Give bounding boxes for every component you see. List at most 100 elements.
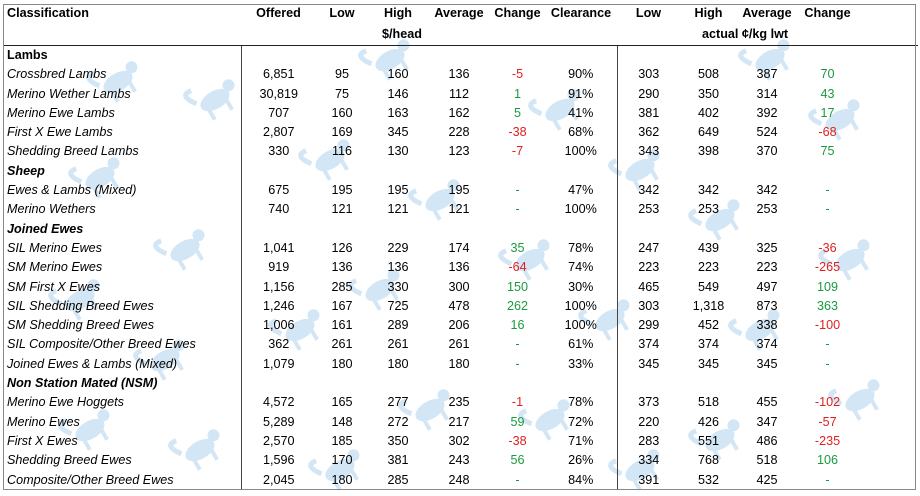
cell-avg: 217 bbox=[448, 414, 470, 429]
cell-low: 169 bbox=[331, 125, 353, 140]
sheep-logo-icon bbox=[688, 199, 740, 241]
sheep-logo-icon bbox=[818, 239, 870, 281]
cell-change2: 70 bbox=[820, 67, 835, 82]
cell-avg2: 455 bbox=[756, 395, 778, 410]
cell-offered: 1,246 bbox=[240, 296, 316, 317]
sheep-logo-icon bbox=[58, 409, 110, 451]
row-classification: Crossbred Lambs bbox=[7, 67, 107, 82]
cell-avg: 243 bbox=[448, 453, 470, 468]
cell-low: 195 bbox=[331, 183, 353, 198]
cell-avg2: 873 bbox=[756, 298, 778, 313]
cell-change2: -235 bbox=[814, 433, 841, 448]
row-classification: Shedding Breed Lambs bbox=[7, 144, 139, 159]
cell-change2: -57 bbox=[818, 414, 837, 429]
cell-avg: 121 bbox=[448, 202, 470, 217]
cell-avg: 195 bbox=[448, 183, 470, 198]
table-row: SM Shedding Breed Ewes 1,006 161 289 206 16 10… bbox=[3, 316, 918, 336]
section-row: Non Station Mated (NSM) bbox=[3, 374, 918, 394]
cell-high: 160 bbox=[387, 67, 409, 82]
cell-low2: 343 bbox=[616, 142, 680, 162]
cell-low: 116 bbox=[331, 144, 353, 159]
cell-avg2: 374 bbox=[756, 337, 778, 352]
cell-change2: 17 bbox=[820, 105, 835, 120]
cell-low2: 391 bbox=[616, 470, 680, 490]
sheep-logo-icon bbox=[518, 399, 570, 441]
cell-avg: 261 bbox=[448, 337, 470, 352]
cell-offered: 30,819 bbox=[240, 84, 316, 104]
cell-high2: 452 bbox=[697, 318, 719, 333]
table-row: Merino Wether Lambs 30,819 75 146 112 1 91% 290… bbox=[3, 84, 918, 104]
cell-high2: 345 bbox=[697, 356, 719, 371]
cell-offered: 4,572 bbox=[240, 393, 316, 413]
cell-low: 126 bbox=[331, 240, 353, 255]
cell-low: 95 bbox=[334, 67, 349, 82]
sheep-logo-icon bbox=[398, 389, 450, 431]
cell-avg2: 338 bbox=[756, 318, 778, 333]
cell-avg2: 518 bbox=[756, 453, 778, 468]
sheep-logo-icon bbox=[498, 239, 550, 281]
cell-low2: 290 bbox=[616, 84, 680, 104]
cell-change: 262 bbox=[506, 298, 528, 313]
cell-high: 330 bbox=[387, 279, 409, 294]
cell-avg2: 314 bbox=[756, 86, 778, 101]
cell-high2: 1,318 bbox=[692, 298, 725, 313]
row-classification: Merino Ewe Hoggets bbox=[7, 395, 124, 410]
cell-change2: -68 bbox=[818, 125, 837, 140]
cell-change2: - bbox=[825, 202, 830, 217]
sheep-logo-icon bbox=[688, 419, 740, 461]
cell-change: -1 bbox=[511, 395, 524, 410]
sheep-logo-icon bbox=[183, 79, 235, 121]
cell-clearance: 100% bbox=[564, 318, 597, 333]
cell-high: 195 bbox=[387, 183, 409, 198]
cell-low: 185 bbox=[331, 433, 353, 448]
cell-low2: 247 bbox=[616, 238, 680, 259]
cell-change: -38 bbox=[508, 125, 527, 140]
header-change-kg: Change bbox=[804, 6, 851, 20]
cell-low2: 381 bbox=[616, 103, 680, 124]
cell-offered: 5,289 bbox=[240, 412, 316, 432]
cell-avg: 206 bbox=[448, 318, 470, 333]
cell-change: - bbox=[515, 337, 520, 352]
table-row: SIL Merino Ewes 1,041 126 229 174 35 78% 247 439… bbox=[3, 238, 918, 259]
header-low-kg: Low bbox=[635, 6, 662, 20]
cell-low2: 283 bbox=[616, 431, 680, 452]
row-classification: SIL Composite/Other Breed Ewes bbox=[7, 337, 196, 352]
row-classification: SM Shedding Breed Ewes bbox=[7, 318, 155, 333]
cell-change2: - bbox=[825, 472, 830, 487]
cell-high: 229 bbox=[387, 240, 409, 255]
header-low: Low bbox=[329, 6, 355, 20]
cell-clearance: 100% bbox=[564, 202, 597, 217]
cell-avg2: 524 bbox=[756, 125, 778, 140]
cell-offered: 2,570 bbox=[240, 431, 316, 452]
cell-low: 285 bbox=[331, 279, 353, 294]
cell-avg2: 253 bbox=[756, 202, 778, 217]
cell-offered: 740 bbox=[240, 200, 316, 220]
sale-report-table: Classification Offered Low High Average … bbox=[3, 4, 918, 490]
cell-low: 180 bbox=[331, 472, 353, 487]
row-classification: Ewes & Lambs (Mixed) bbox=[7, 183, 137, 198]
cell-high: 381 bbox=[387, 453, 409, 468]
cell-high2: 508 bbox=[697, 67, 719, 82]
cell-change2: 75 bbox=[820, 144, 835, 159]
cell-high: 345 bbox=[387, 125, 409, 140]
cell-avg2: 342 bbox=[756, 183, 778, 198]
cell-low: 180 bbox=[331, 356, 353, 371]
cell-high2: 532 bbox=[697, 472, 719, 487]
cell-offered: 1,006 bbox=[240, 316, 316, 336]
cell-low2: 299 bbox=[616, 316, 680, 336]
sheep-logo-icon bbox=[68, 157, 120, 199]
sheep-logo-icon bbox=[153, 229, 205, 271]
cell-change2: -100 bbox=[814, 318, 841, 333]
sheep-logo-icon bbox=[86, 61, 138, 103]
sheep-logo-icon bbox=[168, 429, 220, 471]
cell-avg2: 347 bbox=[756, 414, 778, 429]
cell-low: 261 bbox=[331, 337, 353, 352]
cell-offered: 330 bbox=[240, 142, 316, 162]
cell-high: 261 bbox=[387, 337, 409, 352]
cell-high2: 518 bbox=[697, 395, 719, 410]
row-classification: Merino Wether Lambs bbox=[7, 86, 131, 101]
cell-high2: 374 bbox=[697, 337, 719, 352]
cell-change: 5 bbox=[513, 105, 521, 120]
cell-clearance: 68% bbox=[568, 125, 594, 140]
